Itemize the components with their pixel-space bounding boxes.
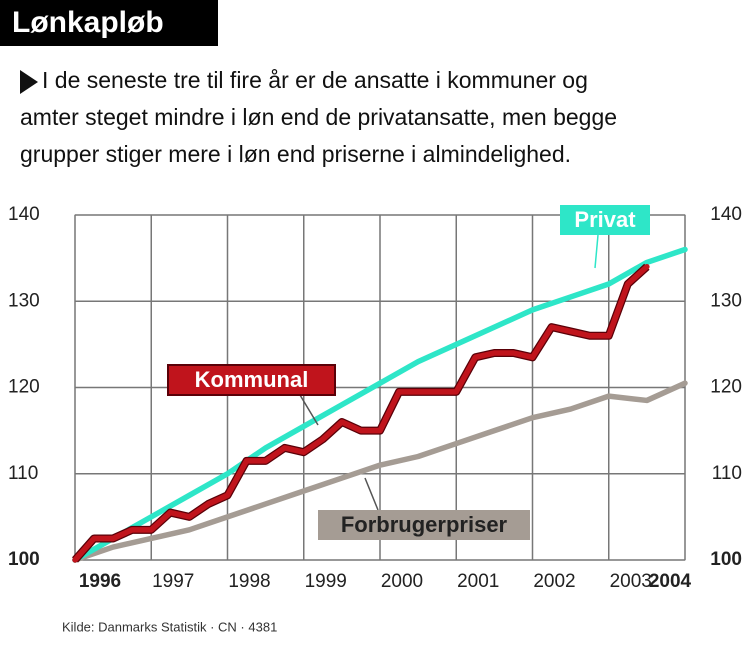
legend-box [560, 205, 650, 235]
x-tick-label: 2004 [649, 571, 692, 592]
series-line [72, 246, 688, 563]
subtitle: I de seneste tre til fire år er de ansat… [42, 67, 588, 93]
y-tick-label: 140 [8, 204, 40, 225]
x-tick-label: 1996 [79, 571, 121, 592]
legend-label: Kommunal [195, 367, 309, 392]
y-tick-label-right: 100 [710, 549, 742, 570]
x-tick-label: 1999 [305, 571, 347, 592]
y-tick-label-right: 110 [712, 463, 742, 484]
series-line [72, 380, 688, 563]
subtitle: grupper stiger mere i løn end priserne i… [20, 141, 571, 167]
x-tick-label: 2001 [457, 571, 499, 592]
x-tick-label: 2003 [610, 571, 652, 592]
y-tick-label-right: 140 [710, 204, 742, 225]
legend-label: Forbrugerpriser [341, 512, 508, 537]
legend-box [167, 364, 336, 396]
y-tick-label: 100 [8, 549, 40, 570]
leader-line [299, 394, 319, 426]
x-tick-label: 2002 [533, 571, 575, 592]
y-tick-label: 110 [8, 463, 38, 484]
x-tick-label: 1998 [228, 571, 270, 592]
legend-box [318, 510, 530, 540]
x-tick-label: 2000 [381, 571, 423, 592]
y-tick-label: 120 [8, 377, 40, 398]
legend-label: Privat [574, 207, 636, 232]
title-box [0, 0, 218, 46]
y-tick-label: 130 [8, 290, 40, 311]
bullet [20, 70, 38, 94]
x-tick-label: 1997 [152, 571, 194, 592]
series-line [72, 264, 650, 563]
subtitle: amter steget mindre i løn end de privata… [20, 104, 617, 130]
y-tick-label-right: 130 [710, 290, 742, 311]
leader-line [594, 234, 599, 269]
y-tick-label-right: 120 [710, 377, 742, 398]
leader-line [364, 477, 379, 511]
chart-title: Lønkapløb [12, 6, 164, 39]
source: Kilde: Danmarks Statistik · CN · 4381 [62, 619, 277, 634]
